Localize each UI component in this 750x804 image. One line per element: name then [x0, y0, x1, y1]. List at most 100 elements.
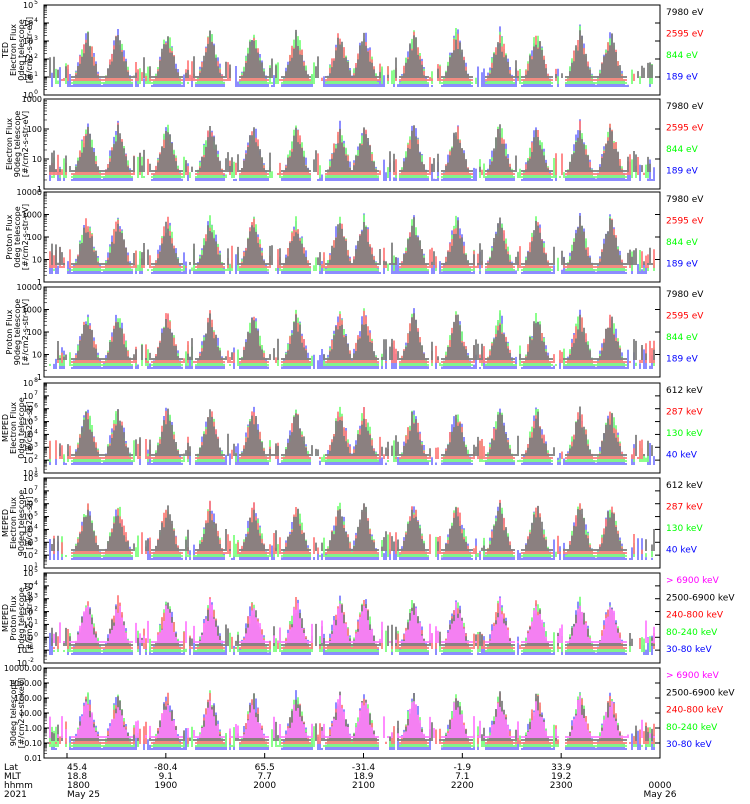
y-tick-label: 107 — [23, 390, 38, 401]
y-tick-label: 105 — [23, 567, 38, 578]
y-tick-label: 100 — [23, 89, 38, 100]
legend-entry: 130 keV — [666, 429, 703, 439]
y-axis-label: 0deg telescope — [13, 206, 22, 267]
legend-entry: 2595 eV — [666, 123, 704, 133]
x-tick-label: 2100 — [352, 781, 375, 791]
y-axis-label: 90deg telescope — [13, 111, 22, 178]
legend-entry: > 6900 keV — [666, 576, 720, 586]
panel-1: 100 101 102 103 104 105 TED Electron Flux 0deg t… — [1, 0, 704, 100]
y-axis-label: [#/cm2-s-str-eV] — [21, 299, 30, 365]
y-tick-label: 10.00 — [19, 709, 42, 718]
legend-entry: 240-800 keV — [666, 611, 724, 621]
legend-entry: 30-80 keV — [666, 645, 712, 655]
y-tick-label: 1 — [37, 373, 42, 382]
legend-entry: 40 keV — [666, 545, 698, 555]
flux-series — [53, 596, 651, 652]
legend-entry: 80-240 keV — [666, 628, 718, 638]
y-tick-label: 1.00 — [24, 724, 42, 733]
y-tick-label: 107 — [23, 485, 38, 496]
y-tick-label: 0.10 — [24, 739, 42, 748]
flux-series — [49, 29, 653, 78]
y-tick-label: 10 — [32, 155, 42, 164]
panel-4: 1 10 100 1000 10000 Proton Flux 90deg telescop… — [5, 283, 704, 382]
legend-entry: 2500-6900 keV — [666, 593, 735, 603]
y-tick-label: 10 — [32, 256, 42, 265]
x-tick-label: May 25 — [67, 790, 100, 800]
legend-entry: 2595 eV — [666, 29, 704, 39]
x-tick-label: 2200 — [451, 781, 474, 791]
legend-entry: 189 eV — [666, 354, 699, 364]
legend-entry: 844 eV — [666, 333, 699, 343]
y-axis-label: MEPED — [1, 509, 10, 537]
y-tick-label: 10-1 — [17, 644, 34, 655]
y-axis-label: [#/cm2-s-str-keV] — [25, 583, 34, 654]
legend-entry: 7980 eV — [666, 290, 704, 300]
y-tick-label: 10-2 — [17, 657, 34, 668]
legend-entry: 2595 eV — [666, 311, 704, 321]
y-axis-label: [#/cm2-s-str-eV] — [21, 204, 30, 270]
y-tick-label: 1000.00 — [9, 679, 42, 688]
legend-entry: 130 keV — [666, 524, 703, 534]
flux-series — [49, 124, 651, 172]
y-tick-label: 104 — [23, 523, 38, 534]
time-axis-row-label: Lat — [4, 763, 19, 773]
flux-series — [51, 690, 655, 750]
y-tick-label: 101 — [23, 562, 38, 573]
x-tick-label: 0000 — [649, 781, 672, 791]
x-tick-label: -1.9 — [454, 763, 472, 773]
y-axis-label: Proton Flux — [5, 309, 14, 354]
x-tick-label: 2300 — [550, 781, 573, 791]
y-tick-label: 102 — [23, 53, 38, 64]
flux-series — [49, 308, 655, 366]
y-tick-label: 106 — [23, 403, 38, 414]
flux-series — [49, 695, 655, 738]
panel-3: 1 10 100 1000 10000 Proton Flux 0deg telescope… — [5, 188, 704, 287]
x-tick-label: 65.5 — [255, 763, 275, 773]
legend-entry: 30-80 keV — [666, 740, 712, 750]
legend-entry: 7980 eV — [666, 102, 704, 112]
y-tick-label: 102 — [23, 606, 38, 617]
legend-entry: 844 eV — [666, 145, 699, 155]
y-axis-label: Electron Flux — [9, 24, 18, 76]
y-axis-label: Electron Flux — [5, 118, 14, 170]
y-axis-label: Electron Flux — [9, 497, 18, 549]
flux-series — [49, 216, 655, 268]
y-tick-label: 104 — [23, 17, 38, 28]
y-axis-label: Electron Flux — [9, 402, 18, 454]
flux-series — [51, 602, 655, 646]
flux-series — [49, 501, 653, 560]
y-tick-label: 104 — [23, 428, 38, 439]
legend-entry: 40 keV — [666, 450, 698, 460]
y-tick-label: 103 — [23, 536, 38, 547]
y-axis-label: Proton Flux — [9, 595, 18, 640]
x-tick-label: 9.1 — [159, 772, 173, 782]
time-axis-row-label: 2021 — [4, 790, 27, 800]
legend-entry: > 6900 keV — [666, 671, 720, 681]
y-tick-label: 105 — [23, 0, 38, 10]
legend-entry: 844 eV — [666, 51, 699, 61]
y-tick-label: 100 — [27, 125, 42, 134]
flux-series — [53, 597, 655, 643]
y-tick-label: 100 — [27, 328, 42, 337]
x-tick-label: 19.2 — [551, 772, 571, 782]
y-tick-label: 101 — [23, 467, 38, 478]
x-tick-label: 1900 — [154, 781, 177, 791]
time-axis-row-label: hhmm — [4, 781, 33, 791]
y-axis-label: [#/cm2-s-str-eV] — [21, 111, 30, 177]
legend-entry: 80-240 keV — [666, 723, 718, 733]
flux-series — [51, 691, 653, 741]
legend-entry: 612 keV — [666, 386, 703, 396]
x-tick-label: 7.1 — [455, 772, 469, 782]
flux-series — [51, 503, 655, 551]
y-tick-label: 10000 — [17, 283, 42, 292]
panel-frame — [43, 4, 661, 96]
flux-series — [59, 406, 653, 456]
y-tick-label: 106 — [23, 498, 38, 509]
legend-entry: 189 eV — [666, 72, 699, 82]
y-axis-label: [#/cm2-s-str] — [25, 496, 34, 549]
y-axis-label: [#/cm2-s-str-keV] — [17, 678, 26, 749]
